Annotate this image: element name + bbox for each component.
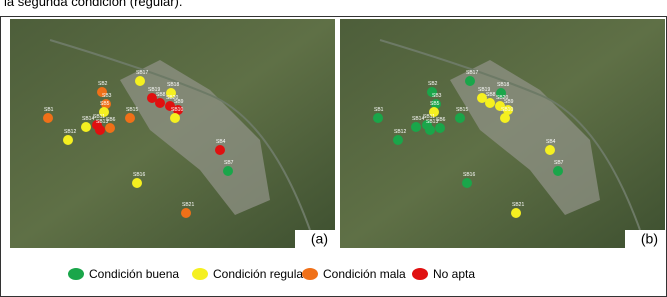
sample-point [125, 113, 135, 123]
point-label: SB3 [432, 93, 442, 99]
point-label: SB15 [456, 107, 468, 113]
point-label: SB1 [374, 107, 384, 113]
sample-point [223, 166, 233, 176]
point-label: SB4 [216, 139, 226, 145]
point-label: SB6 [106, 117, 116, 123]
point-label: SB16 [463, 172, 475, 178]
point-label: SB7 [224, 160, 234, 166]
sample-point [105, 123, 115, 133]
point-label: SB5 [430, 101, 440, 107]
legend-swatch [192, 268, 208, 280]
panel-label: (b) [641, 231, 658, 247]
point-label: SB4 [546, 139, 556, 145]
sample-point [81, 122, 91, 132]
legend-label: No apta [433, 267, 475, 281]
sample-point [511, 208, 521, 218]
sample-point [155, 98, 165, 108]
caption: la segunda condición (regular). [4, 0, 183, 9]
point-label: SB1 [44, 107, 54, 113]
point-label: SB2 [428, 81, 438, 87]
sample-point [462, 178, 472, 188]
sample-point [500, 113, 510, 123]
sample-point [181, 208, 191, 218]
point-label: SB21 [182, 202, 194, 208]
sample-point [393, 135, 403, 145]
panel-label: (a) [311, 231, 328, 247]
sample-point [373, 113, 383, 123]
sample-point [435, 123, 445, 133]
figure: la segunda condición (regular). (a) SB2 SB… [0, 0, 667, 297]
sample-point [135, 76, 145, 86]
point-label: SB16 [133, 172, 145, 178]
point-label: SB9 [174, 99, 184, 105]
point-label: SB21 [512, 202, 524, 208]
point-label: SB18 [167, 82, 179, 88]
sample-point [411, 122, 421, 132]
sample-point [43, 113, 53, 123]
sample-point [485, 98, 495, 108]
legend-swatch [302, 268, 318, 280]
sample-point [215, 145, 225, 155]
point-label: SB10 [501, 107, 513, 113]
sample-point [132, 178, 142, 188]
point-label: SB8 [486, 92, 496, 98]
point-label: SB17 [466, 70, 478, 76]
point-label: SB3 [102, 93, 112, 99]
legend-swatch [412, 268, 428, 280]
sample-point [465, 76, 475, 86]
point-label: SB17 [136, 70, 148, 76]
point-label: SB12 [64, 129, 76, 135]
point-label: SB18 [497, 82, 509, 88]
point-label: SB9 [504, 99, 514, 105]
legend-label: Condición regular [213, 267, 307, 281]
legend-label: Condición buena [89, 267, 179, 281]
point-label: SB7 [554, 160, 564, 166]
sample-point [95, 125, 105, 135]
point-label: SB10 [171, 107, 183, 113]
point-label: SB6 [436, 117, 446, 123]
sample-point [455, 113, 465, 123]
legend-label: Condición mala [323, 267, 406, 281]
sample-point [425, 125, 435, 135]
legend-swatch [68, 268, 84, 280]
sample-point [63, 135, 73, 145]
point-label: SB12 [394, 129, 406, 135]
point-label: SB15 [126, 107, 138, 113]
sample-point [553, 166, 563, 176]
point-label: SB5 [100, 101, 110, 107]
sample-point [545, 145, 555, 155]
point-label: SB2 [98, 81, 108, 87]
point-label: SB8 [156, 92, 166, 98]
sample-point [170, 113, 180, 123]
